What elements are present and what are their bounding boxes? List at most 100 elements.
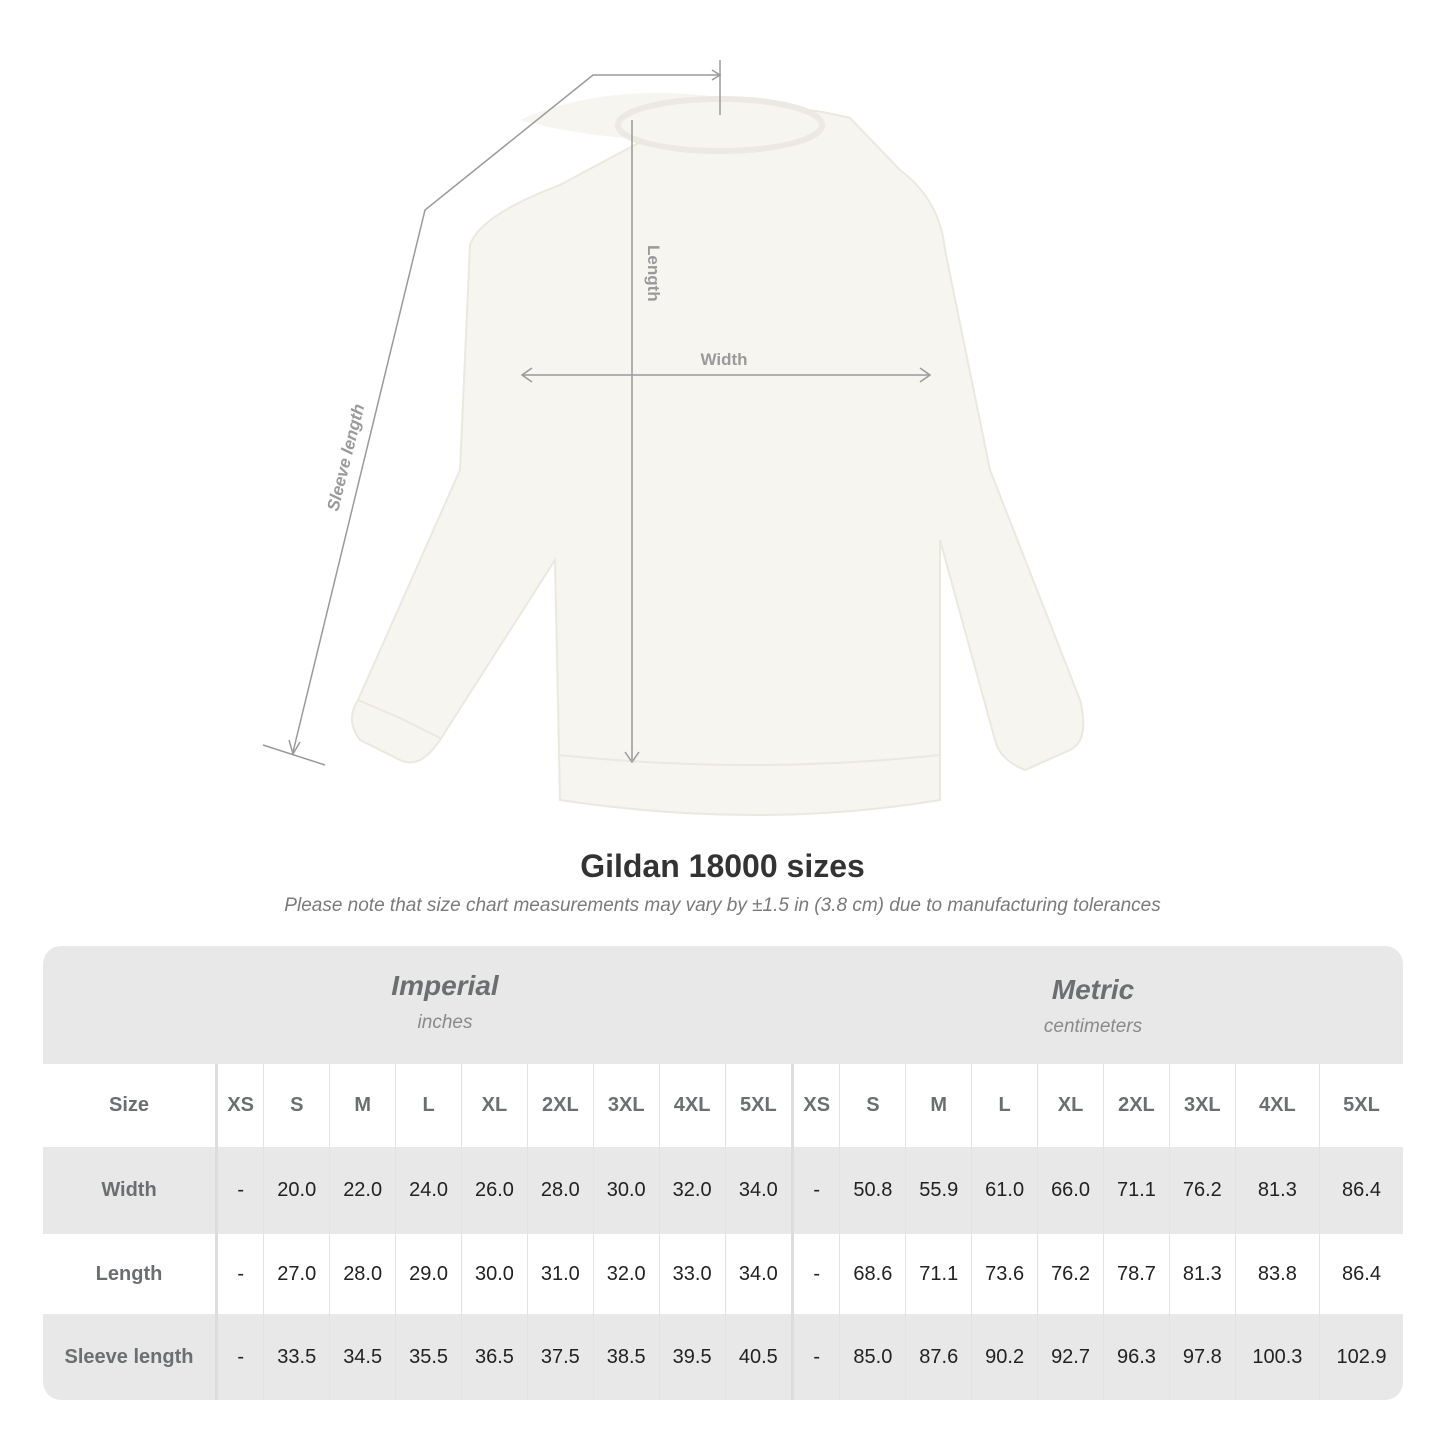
imperial-value: - <box>215 1147 264 1234</box>
imperial-size-l: L <box>395 1064 462 1147</box>
metric-value: 97.8 <box>1168 1314 1236 1400</box>
row-label: Sleeve length <box>43 1314 218 1400</box>
metric-value: 81.3 <box>1234 1147 1320 1234</box>
sleeve-length-label: Sleeve length <box>323 402 368 513</box>
imperial-value: 27.0 <box>263 1234 330 1314</box>
table-row: Width -20.0 22.0 24.0 26.0 28.0 30.0 32.0 34.0-5… <box>43 1147 1403 1234</box>
imperial-value: 20.0 <box>263 1147 330 1234</box>
metric-value: - <box>791 1314 840 1400</box>
table-row: Length -27.0 28.0 29.0 30.0 31.0 32.0 33.0 34.0-… <box>43 1234 1403 1314</box>
metric-value: 71.1 <box>1102 1147 1170 1234</box>
imperial-value: 40.5 <box>724 1314 793 1400</box>
imperial-size-m: M <box>329 1064 396 1147</box>
metric-value: 83.8 <box>1234 1234 1320 1314</box>
metric-value: 55.9 <box>905 1147 972 1234</box>
imperial-size-5xl: 5XL <box>724 1064 793 1147</box>
metric-value: 96.3 <box>1102 1314 1170 1400</box>
length-arrow-icon <box>624 751 640 764</box>
imperial-value: 30.0 <box>592 1147 660 1234</box>
metric-unit: centimeters <box>1043 1016 1143 1037</box>
imperial-value: 37.5 <box>526 1314 594 1400</box>
size-table: Imperial inches Metric centimeters Size X… <box>43 946 1403 1400</box>
size-label: Size <box>43 1064 218 1147</box>
metric-size-5xl: 5XL <box>1319 1064 1403 1147</box>
imperial-value: 35.5 <box>395 1314 462 1400</box>
imperial-value: 36.5 <box>461 1314 528 1400</box>
unit-header: Imperial inches Metric centimeters <box>43 946 1403 1064</box>
metric-value: 76.2 <box>1037 1234 1104 1314</box>
metric-value: 86.4 <box>1319 1234 1403 1314</box>
metric-value: 100.3 <box>1234 1314 1320 1400</box>
metric-title: Metric <box>1051 974 1135 1005</box>
table-row: Sleeve length -33.5 34.5 35.5 36.5 37.5 38.5 39… <box>43 1314 1403 1400</box>
metric-value: 86.4 <box>1319 1147 1403 1234</box>
metric-value: 73.6 <box>971 1234 1038 1314</box>
imperial-value: - <box>215 1314 264 1400</box>
imperial-unit: inches <box>417 1012 473 1033</box>
row-label: Length <box>43 1234 218 1314</box>
metric-size-xl: XL <box>1037 1064 1104 1147</box>
imperial-value: 34.0 <box>724 1147 793 1234</box>
metric-value: 90.2 <box>971 1314 1038 1400</box>
metric-size-4xl: 4XL <box>1234 1064 1320 1147</box>
metric-value: 61.0 <box>971 1147 1038 1234</box>
metric-value: - <box>791 1147 840 1234</box>
imperial-value: 28.0 <box>526 1147 594 1234</box>
imperial-value: - <box>215 1234 264 1314</box>
width-arrows-icon <box>520 367 932 383</box>
metric-value: 68.6 <box>839 1234 906 1314</box>
imperial-value: 32.0 <box>658 1147 726 1234</box>
row-label: Width <box>43 1147 218 1234</box>
imperial-value: 39.5 <box>658 1314 726 1400</box>
sweatshirt-illustration: Length Width Sleeve length <box>262 60 1085 816</box>
metric-size-xs: XS <box>791 1064 840 1147</box>
metric-value: 71.1 <box>905 1234 972 1314</box>
imperial-value: 24.0 <box>395 1147 462 1234</box>
imperial-size-xl: XL <box>461 1064 528 1147</box>
imperial-size-4xl: 4XL <box>658 1064 726 1147</box>
metric-value: 92.7 <box>1037 1314 1104 1400</box>
imperial-value: 29.0 <box>395 1234 462 1314</box>
sleeve-line <box>292 74 720 753</box>
measurements-table: Size XS S M L XL 2XL 3XL 4XL 5XL XS S M L XL 2XL 3XL 4XL 5… <box>43 1064 1403 1400</box>
imperial-value: 28.0 <box>329 1234 396 1314</box>
imperial-value: 33.0 <box>658 1234 726 1314</box>
imperial-value: 32.0 <box>592 1234 660 1314</box>
metric-size-m: M <box>905 1064 972 1147</box>
imperial-size-xs: XS <box>215 1064 264 1147</box>
metric-value: 50.8 <box>839 1147 906 1234</box>
imperial-title: Imperial <box>391 970 499 1001</box>
imperial-value: 33.5 <box>263 1314 330 1400</box>
imperial-size-s: S <box>263 1064 330 1147</box>
measurement-lines <box>262 60 932 766</box>
metric-value: 85.0 <box>839 1314 906 1400</box>
imperial-header: Imperial inches <box>195 970 695 1034</box>
imperial-value: 34.5 <box>329 1314 396 1400</box>
chart-title: Gildan 18000 sizes <box>580 848 865 884</box>
metric-size-l: L <box>971 1064 1038 1147</box>
metric-value: 87.6 <box>905 1314 972 1400</box>
sweatshirt <box>351 93 1085 816</box>
metric-value: 78.7 <box>1102 1234 1170 1314</box>
metric-value: 76.2 <box>1168 1147 1236 1234</box>
imperial-size-2xl: 2XL <box>526 1064 594 1147</box>
metric-size-2xl: 2XL <box>1102 1064 1170 1147</box>
metric-size-3xl: 3XL <box>1168 1064 1236 1147</box>
metric-header: Metric centimeters <box>843 974 1343 1038</box>
imperial-value: 38.5 <box>592 1314 660 1400</box>
metric-value: 66.0 <box>1037 1147 1104 1234</box>
metric-value: 102.9 <box>1319 1314 1403 1400</box>
imperial-size-3xl: 3XL <box>592 1064 660 1147</box>
width-label: Width <box>700 350 747 369</box>
imperial-value: 34.0 <box>724 1234 793 1314</box>
metric-value: - <box>791 1234 840 1314</box>
imperial-value: 22.0 <box>329 1147 396 1234</box>
metric-value: 81.3 <box>1168 1234 1236 1314</box>
metric-size-s: S <box>839 1064 906 1147</box>
imperial-value: 30.0 <box>461 1234 528 1314</box>
imperial-value: 26.0 <box>461 1147 528 1234</box>
size-header-row: Size XS S M L XL 2XL 3XL 4XL 5XL XS S M L XL 2XL 3XL 4XL 5… <box>43 1064 1403 1147</box>
imperial-value: 31.0 <box>526 1234 594 1314</box>
length-label: Length <box>644 245 663 302</box>
tolerance-note: Please note that size chart measurements… <box>284 895 1161 916</box>
